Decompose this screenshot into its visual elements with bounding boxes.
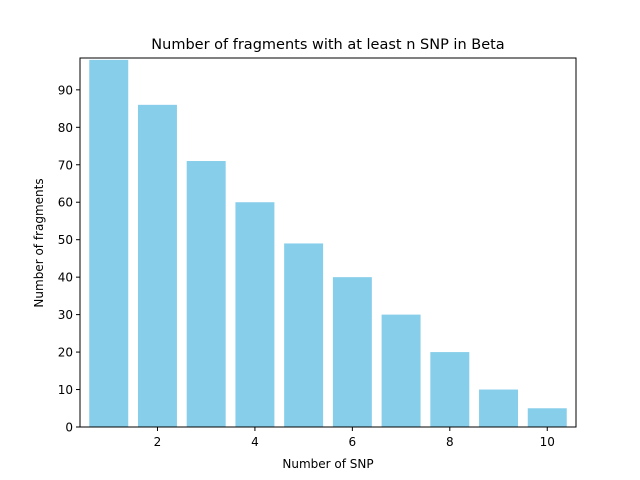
- bar-2: [137, 104, 177, 428]
- x-tick-label-4: 4: [251, 435, 259, 449]
- y-tick-label-50: 50: [58, 233, 73, 247]
- y-tick-label-70: 70: [58, 158, 73, 172]
- y-tick-label-20: 20: [58, 346, 73, 360]
- x-tick-label-8: 8: [446, 435, 454, 449]
- bar-6: [332, 277, 372, 427]
- y-axis-label: Number of fragments: [32, 178, 46, 307]
- y-tick-label-40: 40: [58, 271, 73, 285]
- y-tick-label-60: 60: [58, 196, 73, 210]
- y-tick-label-10: 10: [58, 383, 73, 397]
- bar-8: [430, 352, 470, 427]
- x-axis-label: Number of SNP: [282, 457, 373, 471]
- bar-3: [186, 161, 226, 427]
- bar-9: [479, 389, 519, 427]
- bar-1: [89, 59, 129, 427]
- bars-layer: [89, 59, 567, 428]
- bar-4: [235, 202, 275, 427]
- bar-5: [284, 243, 324, 427]
- axes-layer: 2 4 6 8 10 0 10 20 30 40 50 60 70 80 90: [58, 57, 577, 449]
- plot-frame: [79, 57, 577, 428]
- x-tick-label-6: 6: [349, 435, 357, 449]
- y-tick-label-90: 90: [58, 83, 73, 97]
- y-tick-label-80: 80: [58, 121, 73, 135]
- y-tick-label-30: 30: [58, 308, 73, 322]
- x-tick-label-2: 2: [154, 435, 162, 449]
- x-tick-label-10: 10: [540, 435, 555, 449]
- bar-10: [527, 408, 567, 427]
- y-tick-label-0: 0: [65, 421, 73, 435]
- chart-title: Number of fragments with at least n SNP …: [151, 37, 504, 53]
- bar-7: [381, 314, 421, 427]
